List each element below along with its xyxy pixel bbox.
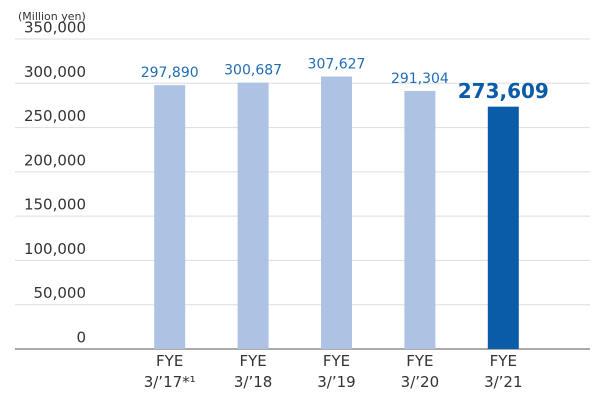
value-label: 297,890: [141, 65, 199, 81]
bar: [321, 76, 352, 350]
bar: [154, 85, 186, 349]
y-tick-label: 300,000: [24, 63, 86, 81]
y-tick-label: 350,000: [24, 19, 86, 37]
y-tick-label: 100,000: [24, 240, 86, 258]
value-label: 291,304: [391, 71, 449, 87]
y-tick-label: 150,000: [24, 196, 86, 214]
value-label: 273,609: [458, 79, 549, 103]
x-tick-label: FYE 3/’19: [317, 352, 355, 391]
value-label: 307,627: [308, 57, 366, 73]
x-tick-label: FYE 3/’18: [234, 352, 272, 391]
y-tick-label: 0: [76, 329, 86, 347]
value-label: 300,687: [224, 63, 282, 79]
bar: [487, 106, 519, 349]
bar: [237, 82, 269, 349]
y-tick-label: 250,000: [24, 107, 86, 125]
unit-label: (Million yen): [18, 10, 86, 23]
bar: [404, 90, 436, 349]
x-tick-label: FYE 3/’20: [401, 352, 439, 391]
x-tick-label: FYE 3/’21: [484, 352, 522, 391]
x-tick-label: FYE 3/’17*¹: [144, 352, 196, 391]
y-tick-label: 50,000: [34, 284, 87, 302]
y-tick-label: 200,000: [24, 151, 86, 169]
